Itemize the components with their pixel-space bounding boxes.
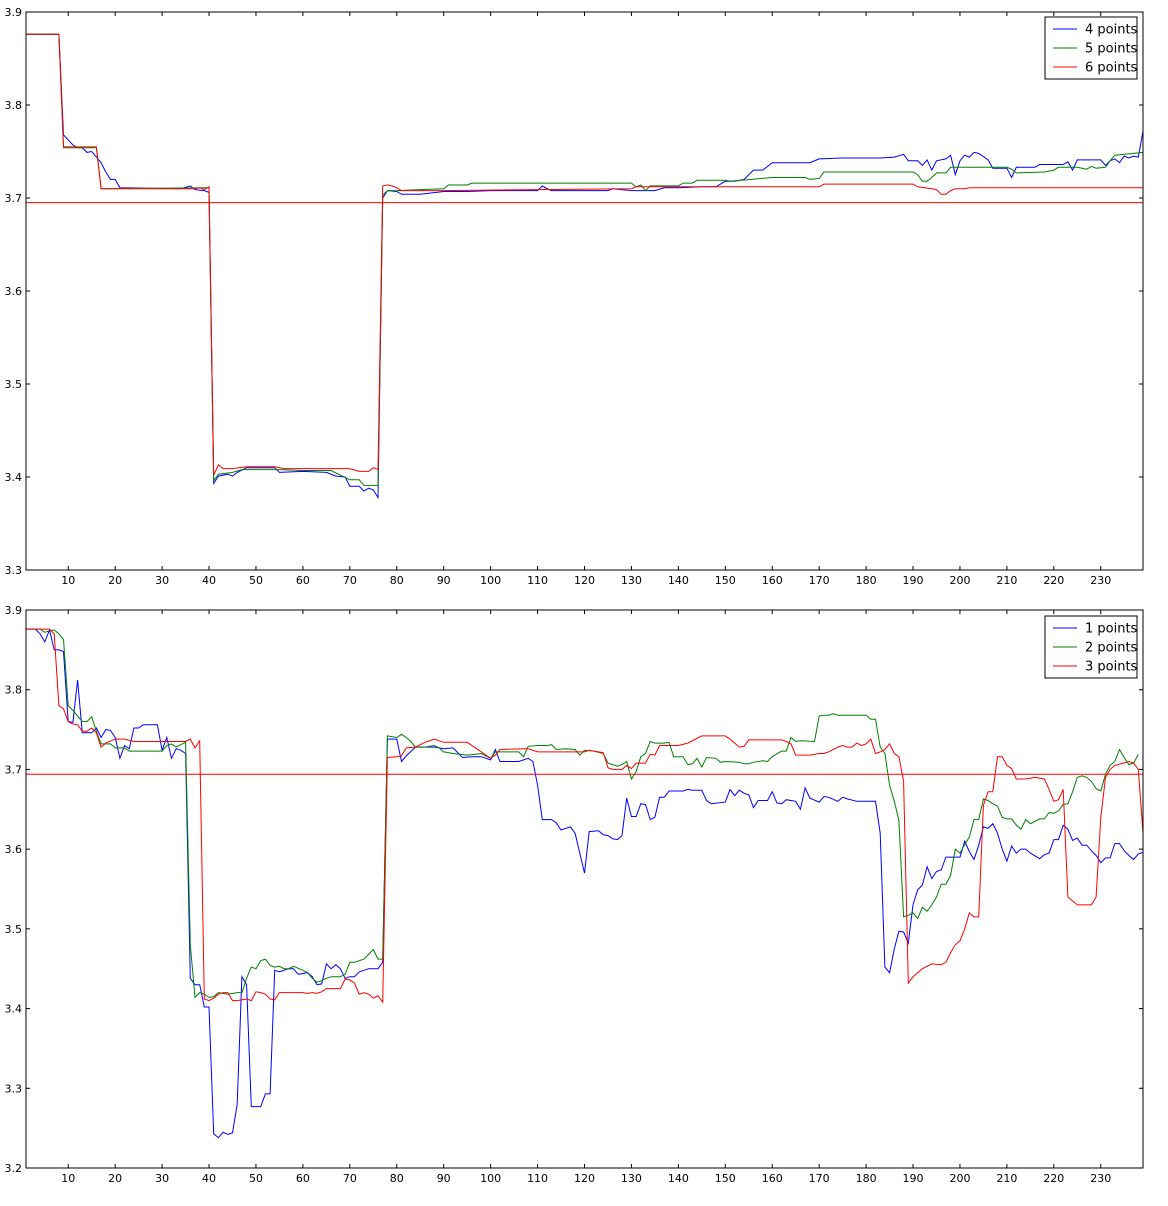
x-tick-label: 130 (621, 574, 642, 587)
x-tick-label: 80 (390, 1172, 404, 1185)
y-tick-label: 3.2 (5, 1162, 23, 1175)
x-tick-label: 20 (108, 574, 122, 587)
x-tick-label: 160 (762, 574, 783, 587)
x-tick-label: 120 (574, 574, 595, 587)
x-tick-label: 130 (621, 1172, 642, 1185)
x-tick-label: 120 (574, 1172, 595, 1185)
x-tick-label: 30 (155, 574, 169, 587)
x-tick-label: 160 (762, 1172, 783, 1185)
series-line-2-3 (26, 628, 1143, 1004)
series-line-1-3 (26, 33, 1143, 476)
legend-2: 1 points 2 points 3 points (1044, 615, 1138, 679)
y-tick-label: 3.9 (5, 6, 23, 19)
y-tick-label: 3.5 (5, 923, 23, 936)
y-tick-label: 3.3 (5, 564, 23, 577)
x-tick-label: 30 (155, 1172, 169, 1185)
x-tick-label: 100 (480, 1172, 501, 1185)
x-tick-label: 20 (108, 1172, 122, 1185)
y-tick-label: 3.3 (5, 1082, 23, 1095)
x-tick-label: 230 (1090, 1172, 1111, 1185)
chart-panel-1: 10 20 30 40 50 60 70 80 90 100 110 120 130 140 150 160 1… (5, 6, 1144, 587)
x-tick-label: 210 (996, 1172, 1017, 1185)
x-tick-label: 220 (1043, 1172, 1064, 1185)
x-tick-label: 180 (856, 1172, 877, 1185)
y-tick-label: 3.4 (5, 471, 23, 484)
x-tick-label: 150 (715, 574, 736, 587)
x-tick-label: 100 (480, 574, 501, 587)
x-tick-label: 40 (202, 574, 216, 587)
legend-label: 3 points (1085, 660, 1138, 675)
x-tick-label: 90 (437, 1172, 451, 1185)
y-tick-label: 3.6 (5, 843, 23, 856)
x-tick-label: 180 (856, 574, 877, 587)
x-tick-label: 60 (296, 1172, 310, 1185)
x-tick-label: 40 (202, 1172, 216, 1185)
x-tick-label: 220 (1043, 574, 1064, 587)
x-tick-label: 50 (249, 1172, 263, 1185)
x-tick-label: 170 (809, 574, 830, 587)
legend-label: 2 points (1085, 641, 1138, 656)
y-tick-label: 3.9 (5, 604, 23, 617)
x-tick-label: 140 (668, 1172, 689, 1185)
y-tick-label: 3.5 (5, 378, 23, 391)
legend-label: 1 points (1085, 622, 1138, 637)
series-line-2-2 (26, 628, 1139, 999)
y-tick-label: 3.8 (5, 684, 23, 697)
x-tick-label: 110 (527, 574, 548, 587)
series-line-1-2 (26, 33, 1143, 486)
x-tick-label: 10 (61, 574, 75, 587)
x-tick-label: 150 (715, 1172, 736, 1185)
legend-label: 5 points (1085, 42, 1138, 57)
x-tick-label: 80 (390, 574, 404, 587)
x-tick-label: 230 (1090, 574, 1111, 587)
series-line-2-1 (26, 628, 1143, 1139)
y-tick-label: 3.4 (5, 1003, 23, 1016)
x-tick-label: 170 (809, 1172, 830, 1185)
y-tick-label: 3.6 (5, 285, 23, 298)
y-tick-label: 3.7 (5, 192, 23, 205)
x-tick-label: 60 (296, 574, 310, 587)
x-tick-label: 200 (949, 574, 970, 587)
plot-frame-1 (25, 11, 1144, 571)
legend-label: 6 points (1085, 61, 1138, 76)
plot-frame-2 (25, 609, 1144, 1169)
x-tick-label: 50 (249, 574, 263, 587)
x-tick-label: 70 (343, 1172, 357, 1185)
x-tick-label: 210 (996, 574, 1017, 587)
x-tick-label: 190 (903, 1172, 924, 1185)
x-tick-label: 200 (949, 1172, 970, 1185)
x-tick-label: 70 (343, 574, 357, 587)
x-tick-label: 190 (903, 574, 924, 587)
x-tick-label: 140 (668, 574, 689, 587)
y-tick-label: 3.8 (5, 99, 23, 112)
x-tick-label: 10 (61, 1172, 75, 1185)
legend-1: 4 points 5 points 6 points (1044, 16, 1138, 80)
y-tick-label: 3.7 (5, 763, 23, 776)
x-tick-label: 110 (527, 1172, 548, 1185)
legend-label: 4 points (1085, 23, 1138, 38)
series-line-1-1 (26, 33, 1143, 500)
chart-panel-2: 10 20 30 40 50 60 70 80 90 100 110 120 130 140 150 160 1… (5, 604, 1144, 1185)
x-tick-label: 90 (437, 574, 451, 587)
